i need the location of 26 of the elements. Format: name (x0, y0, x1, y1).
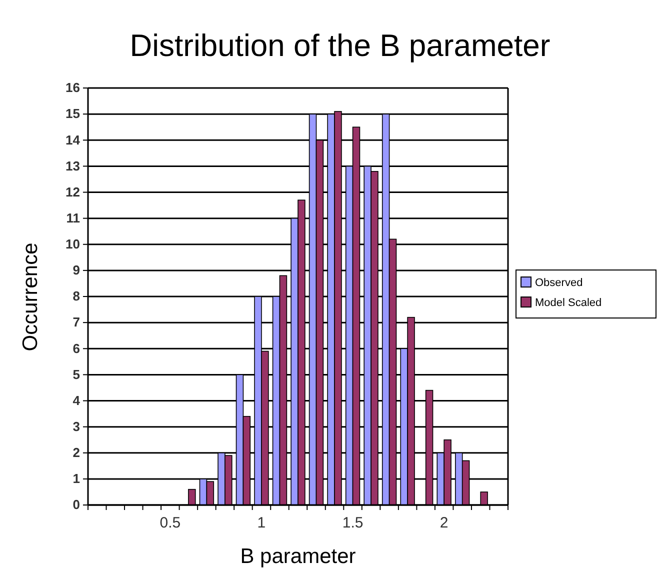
y-axis-title: Occurrence (19, 242, 42, 352)
y-tick-label: 0 (72, 497, 80, 512)
chart-title: Distribution of the B parameter (130, 28, 550, 63)
y-tick-label: 9 (72, 262, 80, 278)
y-tick-label: 5 (72, 366, 80, 382)
y-tick-label: 8 (72, 288, 80, 304)
y-tick-label: 2 (72, 445, 80, 460)
x-axis-title: B parameter (240, 545, 356, 568)
y-tick-label: 12 (66, 184, 80, 200)
y-tick-label: 1 (72, 471, 80, 486)
x-tick-label: 0.5 (160, 514, 181, 532)
y-tick-label: 15 (66, 106, 80, 122)
legend-label: Model Scaled (535, 297, 602, 309)
x-tick-label: 1.5 (342, 514, 364, 532)
y-tick-label: 6 (72, 340, 80, 356)
x-tick-label: 2 (440, 514, 448, 532)
y-tick-label: 4 (72, 392, 81, 408)
y-tick-label: 11 (66, 210, 80, 226)
y-tick-label: 7 (72, 314, 80, 330)
legend-label: Observed (535, 277, 583, 289)
y-tick-label: 16 (66, 80, 80, 96)
y-tick-label: 13 (66, 158, 80, 174)
x-tick-label: 1 (257, 514, 266, 532)
y-tick-label: 3 (72, 418, 80, 434)
y-tick-label: 10 (66, 236, 80, 252)
y-tick-label: 14 (66, 132, 81, 148)
